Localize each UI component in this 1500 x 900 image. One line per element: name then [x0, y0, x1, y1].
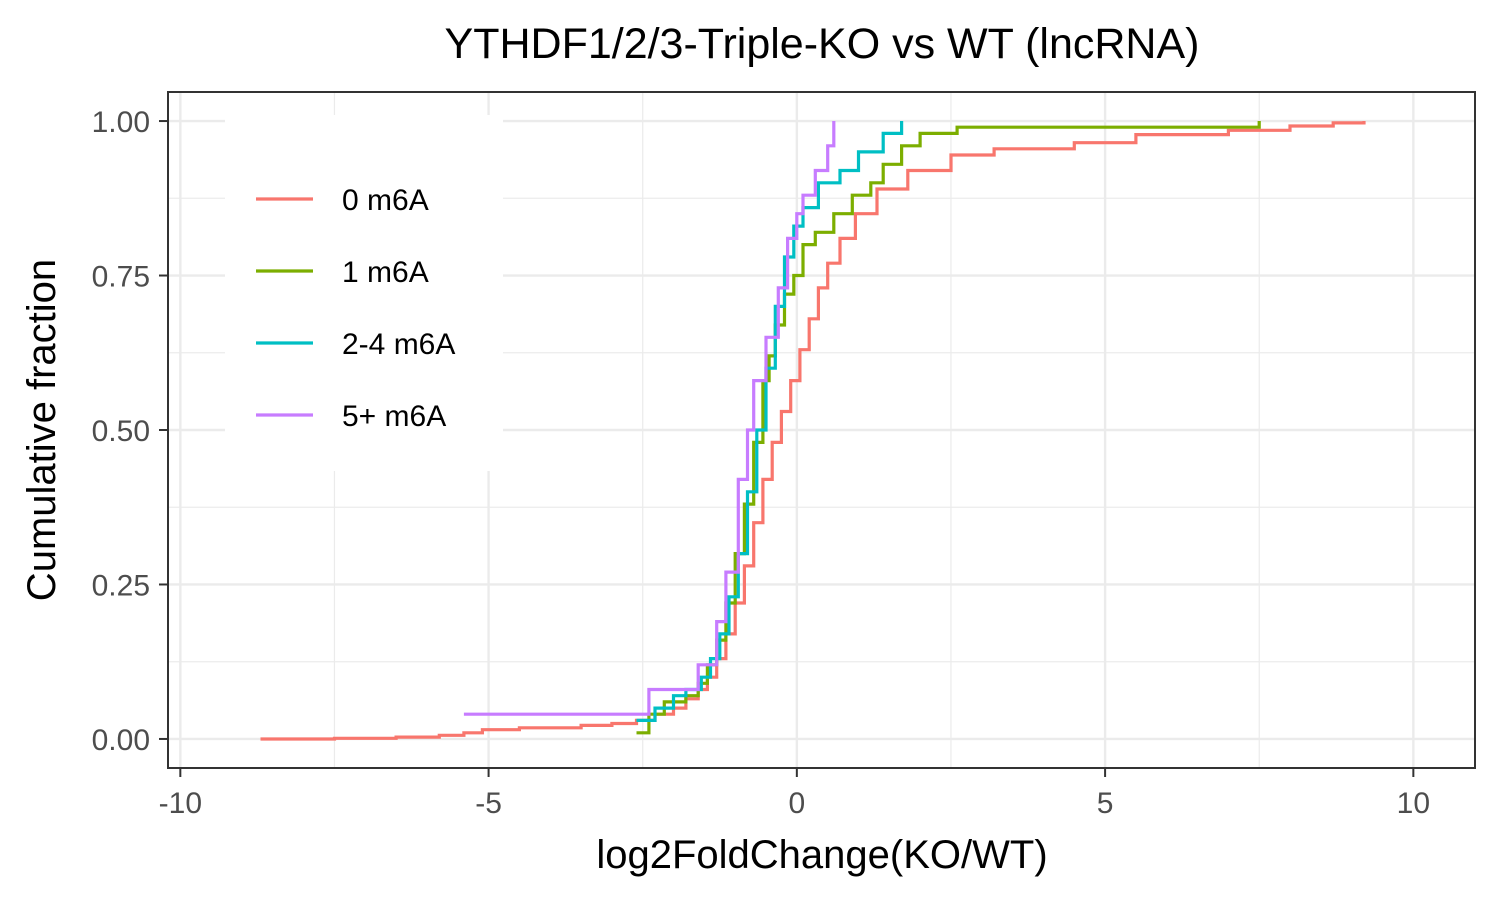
y-tick-label: 0.25 — [92, 569, 150, 602]
x-tick-label: 10 — [1397, 787, 1430, 820]
legend-label-1: 1 m6A — [342, 256, 429, 289]
x-axis: -10 -5 0 5 10 — [159, 768, 1430, 820]
x-tick-label: 0 — [788, 787, 805, 820]
chart-title: YTHDF1/2/3-Triple-KO vs WT (lncRNA) — [445, 20, 1200, 68]
x-tick-label: -5 — [475, 787, 502, 820]
legend-label-3: 5+ m6A — [342, 400, 446, 433]
legend: 0 m6A 1 m6A 2-4 m6A 5+ m6A — [225, 115, 503, 471]
y-tick-label: 0.75 — [92, 261, 150, 294]
y-tick-label: 1.00 — [92, 106, 150, 139]
x-tick-label: -10 — [159, 787, 202, 820]
series-line-0 — [260, 121, 1366, 741]
series-line-3 — [463, 121, 836, 716]
series-lines — [260, 121, 1366, 741]
legend-label-2: 2-4 m6A — [342, 328, 455, 361]
x-tick-label: 5 — [1097, 787, 1114, 820]
y-tick-label: 0.00 — [92, 724, 150, 757]
y-axis: 0.00 0.25 0.50 0.75 1.00 — [92, 106, 168, 757]
y-axis-title: Cumulative fraction — [20, 259, 64, 601]
x-axis-title: log2FoldChange(KO/WT) — [596, 833, 1047, 877]
legend-items: 0 m6A 1 m6A 2-4 m6A 5+ m6A — [256, 184, 455, 433]
legend-background — [225, 115, 503, 471]
legend-label-0: 0 m6A — [342, 184, 429, 217]
y-tick-label: 0.50 — [92, 415, 150, 448]
